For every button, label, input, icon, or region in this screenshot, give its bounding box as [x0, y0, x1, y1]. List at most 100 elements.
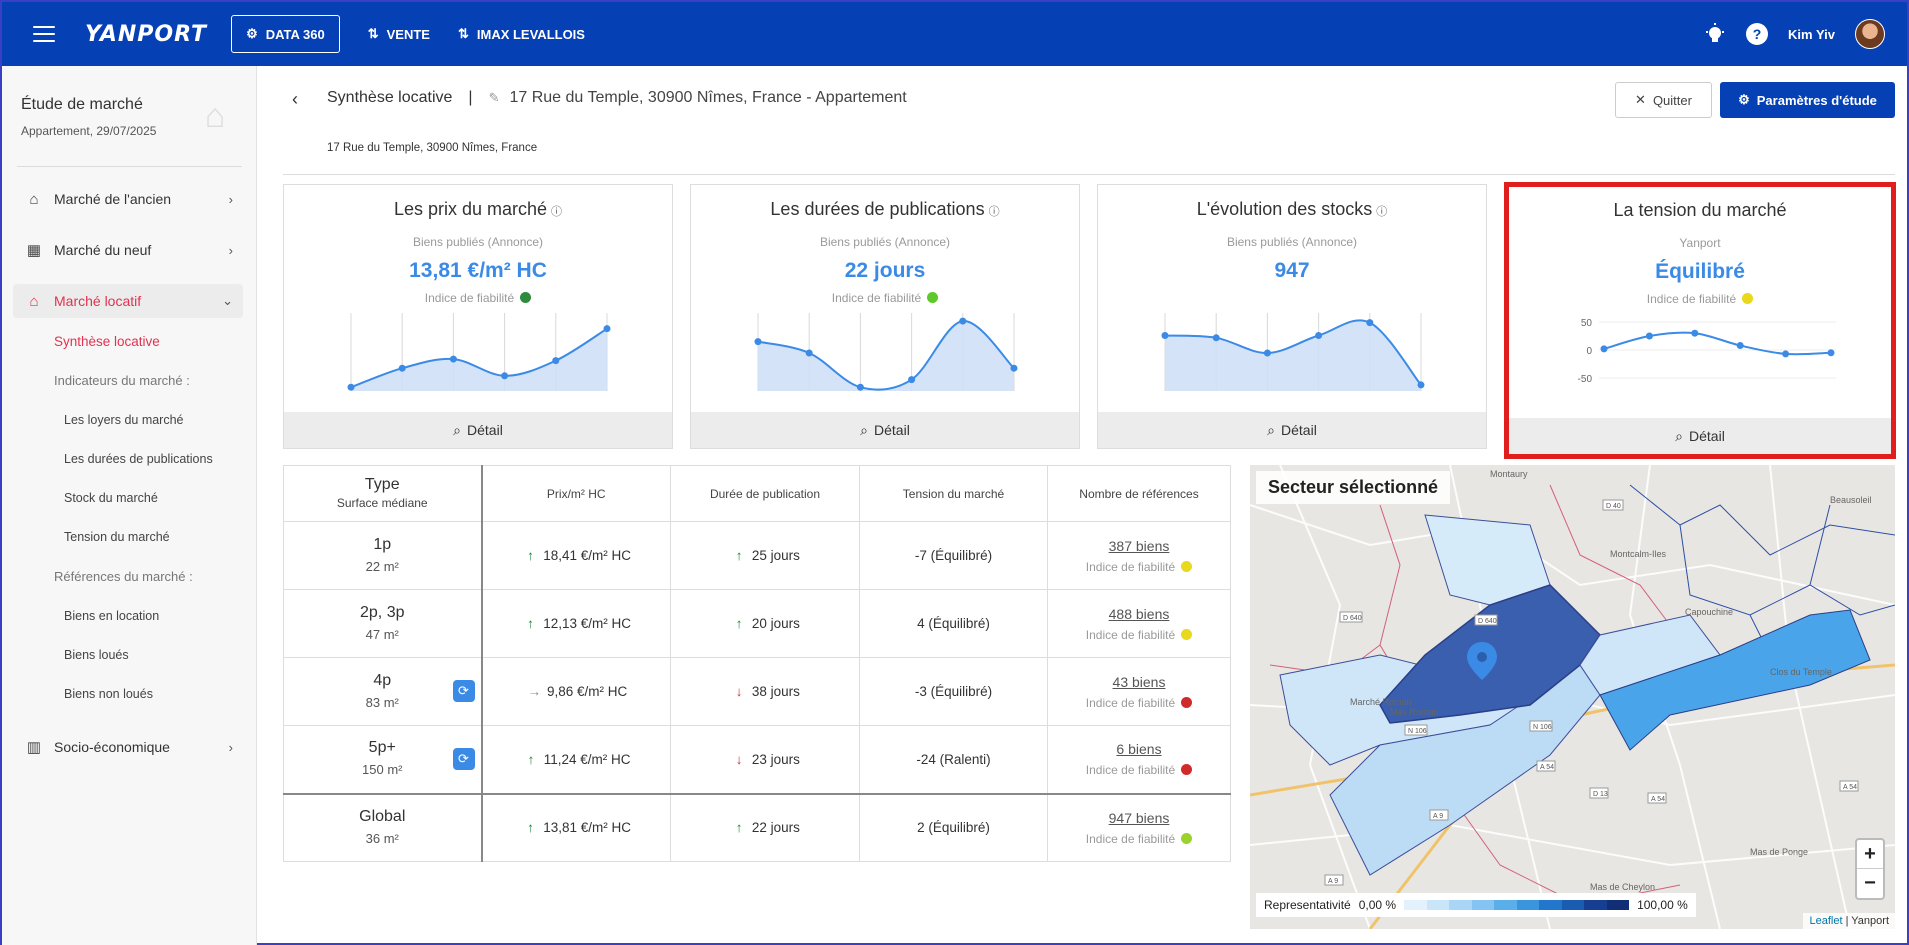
data-point[interactable]: [347, 383, 355, 391]
area-fill: [758, 321, 1014, 391]
sidebar-sub-loyers[interactable]: Les loyers du marché: [64, 413, 184, 427]
card-tension: La tension du marché Yanport Équilibré I…: [1504, 182, 1896, 459]
sidebar-item-socio[interactable]: ▥ Socio-économique ›: [13, 730, 243, 764]
refs-link[interactable]: 43 biens: [1112, 673, 1166, 690]
nav-vente[interactable]: ⇅ VENTE: [368, 26, 430, 42]
sidebar-sub-durees[interactable]: Les durées de publications: [64, 452, 213, 466]
user-name[interactable]: Kim Yiv: [1788, 26, 1835, 42]
lightbulb-icon[interactable]: [1704, 23, 1726, 45]
sidebar-item-ancien[interactable]: ⌂ Marché de l'ancien ›: [13, 182, 243, 216]
col-type-sub: Surface médiane: [336, 495, 428, 510]
duration-value: 38 jours: [751, 684, 800, 699]
sidebar-sub-non-loues[interactable]: Biens non loués: [64, 687, 153, 701]
trend-up-icon: ↑: [735, 548, 743, 563]
sector-map[interactable]: D 640 D 640 D 40 N 106 N 106 A 54 A 9 D …: [1250, 465, 1895, 929]
svg-text:D 640: D 640: [1343, 615, 1362, 622]
data-point[interactable]: [603, 325, 611, 333]
duration-value: 22 jours: [751, 820, 800, 836]
reliability: Indice de fiabilité: [1048, 763, 1230, 777]
legend-min: 0,00 %: [1358, 898, 1397, 912]
leaflet-link[interactable]: Leaflet: [1809, 915, 1843, 927]
detail-button[interactable]: ⌕ Détail: [284, 412, 672, 448]
sidebar-item-neuf[interactable]: ▦ Marché du neuf ›: [13, 233, 243, 267]
avatar[interactable]: [1855, 19, 1885, 49]
data-point[interactable]: [449, 355, 457, 363]
table-row: 4p 83 m² ⟳ → 9,86 €/m² HC ↓ 38 jours -3 …: [283, 657, 1231, 726]
refs-link[interactable]: 947 biens: [1108, 809, 1170, 826]
legend-swatch: [1584, 900, 1607, 910]
sidebar-item-label: Marché du neuf: [54, 242, 152, 258]
sidebar-sub-loues[interactable]: Biens loués: [64, 648, 129, 662]
data-point[interactable]: [1315, 332, 1323, 340]
detail-button[interactable]: ⌕ Détail: [1509, 418, 1891, 454]
nav-data-360[interactable]: ⚙ DATA 360: [231, 15, 340, 53]
data-point[interactable]: [1736, 342, 1744, 350]
info-icon[interactable]: ⓘ: [988, 206, 1000, 218]
nav-label: DATA 360: [265, 26, 325, 42]
data-point[interactable]: [754, 338, 762, 346]
trend-down-icon: ↓: [735, 751, 743, 767]
refs-cell: 387 biens Indice de fiabilité: [1047, 521, 1231, 590]
duration-cell: ↑ 20 jours: [670, 589, 860, 658]
card-title: La tension du marché: [1509, 200, 1891, 221]
sidebar-sub-tension[interactable]: Tension du marché: [64, 530, 170, 544]
nav-imax-levallois[interactable]: ⇅ IMAX LEVALLOIS: [458, 26, 585, 42]
card-source: Yanport: [1679, 236, 1721, 250]
data-point[interactable]: [1691, 329, 1699, 337]
data-point[interactable]: [1645, 332, 1653, 340]
refs-link[interactable]: 488 biens: [1108, 605, 1170, 622]
quit-button[interactable]: ✕ Quitter: [1615, 82, 1712, 118]
data-point[interactable]: [1782, 350, 1790, 358]
data-point[interactable]: [1600, 345, 1608, 353]
refresh-icon[interactable]: ⟳: [452, 680, 475, 702]
sidebar-sub-stock[interactable]: Stock du marché: [64, 491, 158, 505]
logo[interactable]: YANPORT: [85, 21, 208, 47]
data-point[interactable]: [805, 349, 813, 357]
type-label: 4p: [373, 671, 392, 689]
zoom-in-button[interactable]: +: [1857, 840, 1883, 869]
data-point[interactable]: [552, 357, 560, 365]
data-point[interactable]: [1161, 332, 1169, 340]
detail-button[interactable]: ⌕ Détail: [1098, 412, 1486, 448]
surface-label: 150 m²: [362, 762, 403, 778]
card-value: 22 jours: [844, 259, 926, 282]
study-settings-button[interactable]: ⚙ Paramètres d'étude: [1720, 82, 1895, 118]
sidebar-item-label: Marché locatif: [54, 293, 142, 309]
legend-max: 100,00 %: [1637, 898, 1688, 912]
sidebar-sub-synthese[interactable]: Synthèse locative: [54, 334, 160, 349]
map-canvas[interactable]: D 640 D 640 D 40 N 106 N 106 A 54 A 9 D …: [1250, 465, 1895, 929]
back-chevron-icon[interactable]: ‹: [292, 89, 298, 109]
street-label: Montcalm-Iles: [1610, 549, 1667, 559]
location-pin-icon[interactable]: [1467, 642, 1497, 680]
legend-swatch: [1606, 900, 1630, 910]
data-point[interactable]: [1212, 334, 1220, 342]
data-point[interactable]: [1827, 349, 1835, 357]
data-point[interactable]: [908, 376, 916, 384]
refs-link[interactable]: 6 biens: [1116, 741, 1162, 758]
chevron-right-icon: ›: [228, 739, 233, 755]
data-point[interactable]: [856, 383, 864, 391]
legend-swatch: [1539, 900, 1562, 910]
data-point[interactable]: [1417, 381, 1425, 389]
street-label: Mas de Ponge: [1750, 847, 1808, 857]
data-point[interactable]: [959, 317, 967, 325]
help-icon[interactable]: ?: [1746, 23, 1769, 45]
menu-icon[interactable]: [33, 26, 55, 42]
data-point[interactable]: [1263, 349, 1271, 357]
data-point[interactable]: [398, 364, 406, 372]
data-point[interactable]: [1010, 364, 1018, 372]
sidebar-item-locatif[interactable]: ⌂ Marché locatif ⌄: [13, 284, 243, 318]
data-point[interactable]: [1366, 319, 1374, 327]
edit-icon[interactable]: ✎: [488, 90, 500, 105]
data-point[interactable]: [501, 372, 509, 380]
refs-link[interactable]: 387 biens: [1108, 537, 1170, 554]
map-attribution: Leaflet | Yanport: [1803, 913, 1895, 929]
zoom-out-button[interactable]: −: [1864, 872, 1876, 894]
sidebar-sub-en-location[interactable]: Biens en location: [64, 609, 160, 623]
svg-text:D 640: D 640: [1478, 618, 1497, 625]
info-icon[interactable]: ⓘ: [551, 206, 563, 218]
detail-button[interactable]: ⌕ Détail: [691, 412, 1079, 448]
refresh-icon[interactable]: ⟳: [452, 748, 475, 770]
info-icon[interactable]: ⓘ: [1376, 206, 1388, 218]
trend-flat-icon: →: [527, 684, 541, 699]
